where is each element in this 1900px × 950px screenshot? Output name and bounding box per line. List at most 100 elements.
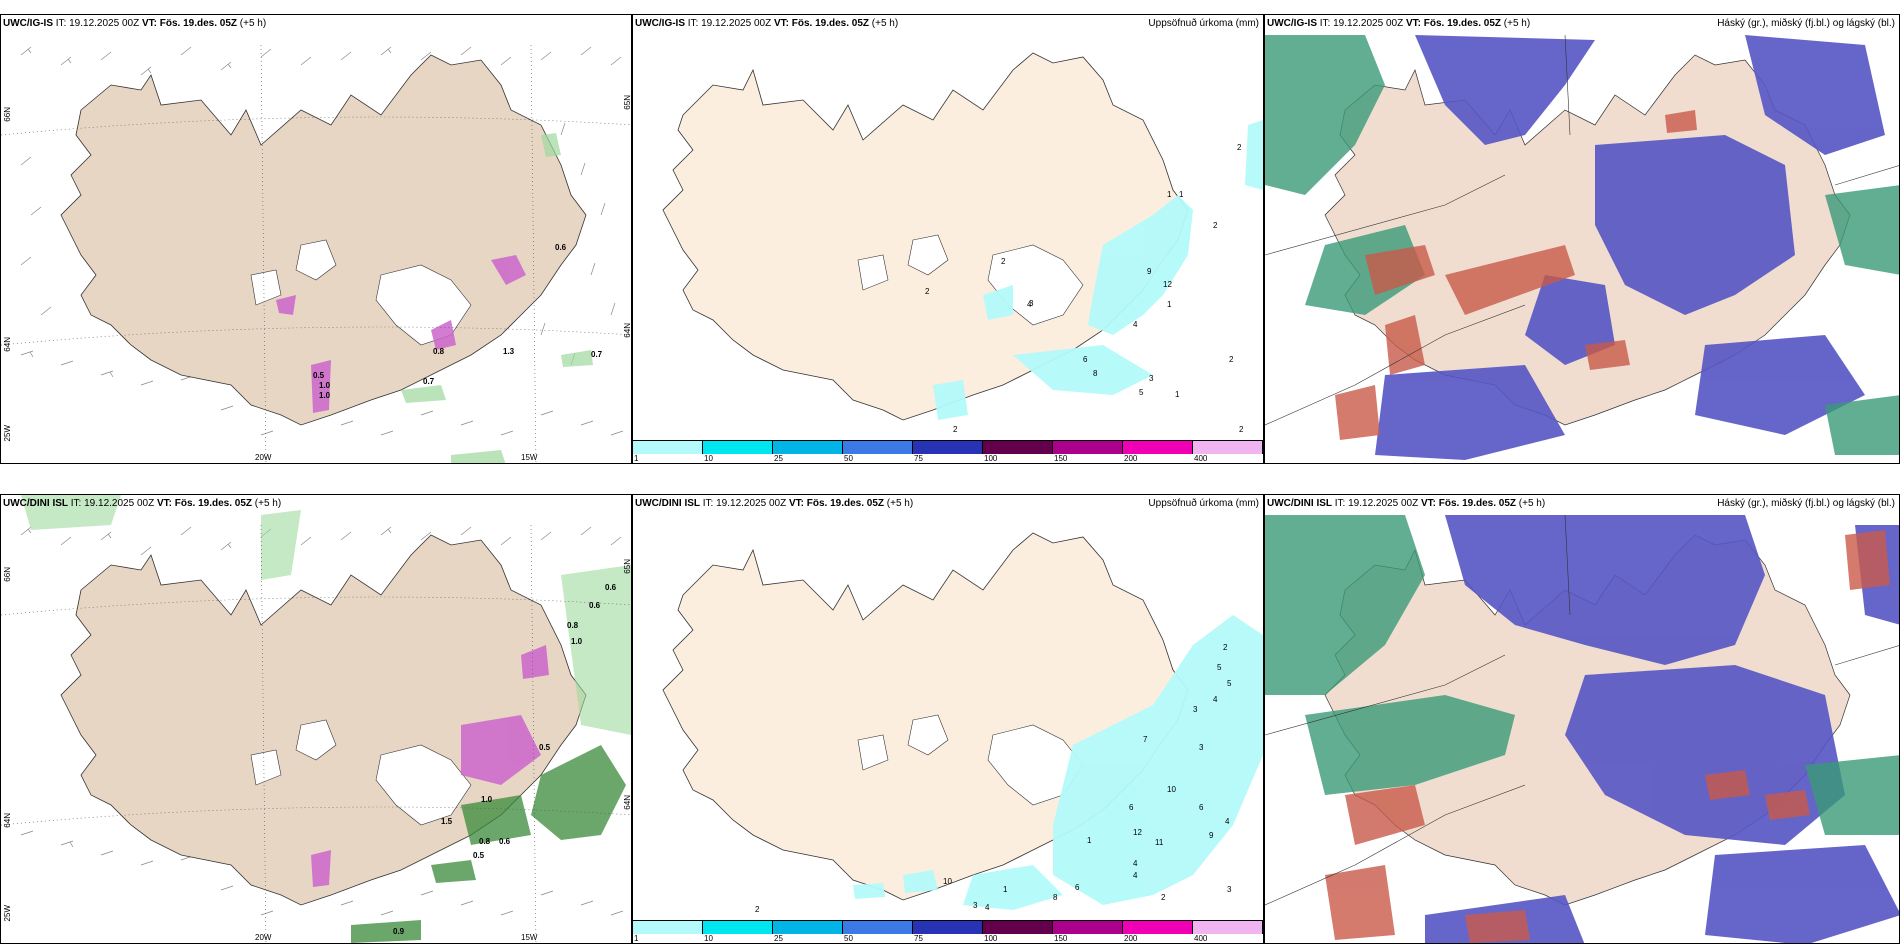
value-label: 0.5 xyxy=(539,743,551,752)
legend-swatch xyxy=(703,441,773,454)
high-clouds xyxy=(1265,35,1899,455)
legend-swatch xyxy=(773,921,843,934)
value-label: 1.0 xyxy=(571,637,583,646)
panel-top-right-cloud-map: UWC/IG-IS IT: 19.12.2025 00Z VT: Fös. 19… xyxy=(1264,14,1900,464)
legend-tick-label: 150 xyxy=(1054,454,1068,463)
lat-label: 66N xyxy=(3,567,12,582)
panel-header: UWC/IG-IS IT: 19.12.2025 00Z VT: Fös. 19… xyxy=(1265,15,1899,33)
legend-tick-label: 75 xyxy=(914,934,923,943)
legend-swatch xyxy=(983,441,1053,454)
precip-value: 6 xyxy=(1129,803,1134,812)
precip-color-legend: 1 10 25 50 75 100 150 200 400 xyxy=(633,920,1263,943)
legend-swatch xyxy=(913,441,983,454)
value-label: 1.0 xyxy=(481,795,493,804)
precip-light xyxy=(933,120,1263,420)
value-label: 0.8 xyxy=(479,837,491,846)
legend-tick-label: 25 xyxy=(774,934,783,943)
vt-label: VT: xyxy=(788,498,804,509)
iceland-land xyxy=(60,54,587,426)
precip-value: 8 xyxy=(1093,369,1098,378)
legend-swatch xyxy=(1123,921,1193,934)
it-value: 19.12.2025 00Z xyxy=(1348,498,1419,509)
legend-swatch xyxy=(913,921,983,934)
precip-value: 3 xyxy=(973,901,978,910)
legend-tick-label: 400 xyxy=(1194,454,1208,463)
lon-label: 15W xyxy=(521,933,538,942)
grid-lines xyxy=(1,44,631,463)
legend-swatch xyxy=(703,921,773,934)
wind-precip-map xyxy=(1,495,631,943)
it-value: 19.12.2025 00Z xyxy=(84,498,155,509)
legend-swatch xyxy=(1123,441,1193,454)
precip-value: 12 xyxy=(1133,828,1142,837)
panel-header: UWC/IG-IS IT: 19.12.2025 00Z VT: Fös. 19… xyxy=(633,15,1263,33)
panel-header: UWC/DINI ISL IT: 19.12.2025 00Z VT: Fös.… xyxy=(1265,495,1899,513)
precip-value: 5 xyxy=(1139,388,1144,397)
panel-header: UWC/DINI ISL IT: 19.12.2025 00Z VT: Fös.… xyxy=(633,495,1263,513)
precip-value: 10 xyxy=(943,877,952,886)
vt-label: VT: xyxy=(1420,498,1436,509)
vt-label: VT: xyxy=(141,18,157,29)
green-precip-light xyxy=(21,495,631,735)
panel-bottom-right-cloud-map: UWC/DINI ISL IT: 19.12.2025 00Z VT: Fös.… xyxy=(1264,494,1900,944)
wind-precip-map xyxy=(1,15,631,463)
mid-clouds xyxy=(1335,110,1697,440)
precip-value: 4 xyxy=(1027,300,1032,309)
green-precip xyxy=(401,133,593,463)
precip-color-legend: 1 10 25 50 75 100 150 200 400 xyxy=(633,440,1263,463)
vt-value: Fös. 19.des. 05Z xyxy=(1438,498,1517,509)
legend-swatch xyxy=(773,441,843,454)
lon-label: 25W xyxy=(3,425,12,442)
precip-value: 9 xyxy=(1209,831,1214,840)
legend-tick-label: 25 xyxy=(774,454,783,463)
precip-value: 9 xyxy=(1147,267,1152,276)
it-label: IT: xyxy=(687,18,699,29)
model-name: UWC/IG-IS xyxy=(635,18,685,29)
high-clouds xyxy=(1265,515,1899,835)
precip-value: 4 xyxy=(1133,859,1138,868)
legend-tick-label: 200 xyxy=(1124,934,1138,943)
legend-swatch xyxy=(843,921,913,934)
legend-tick-label: 1 xyxy=(634,454,639,463)
legend-tick-label: 100 xyxy=(984,934,998,943)
value-label: 1.0 xyxy=(319,381,331,390)
precip-value: 1 xyxy=(1175,390,1180,399)
value-label: 0.5 xyxy=(473,851,485,860)
value-label: 0.7 xyxy=(591,350,603,359)
precip-value: 6 xyxy=(1199,803,1204,812)
lat-label: 65N xyxy=(623,559,632,574)
lon-label: 25W xyxy=(3,905,12,922)
glacier-white xyxy=(857,714,1084,806)
lat-label: 64N xyxy=(623,323,632,338)
legend-swatch xyxy=(633,441,703,454)
wind-barbs xyxy=(20,526,624,916)
precip-value: 5 xyxy=(1227,679,1232,688)
legend-tick-label: 10 xyxy=(704,934,713,943)
value-label: 0.6 xyxy=(499,837,511,846)
precip-value: 4 xyxy=(1225,817,1230,826)
precip-value: 1 xyxy=(1167,190,1172,199)
model-name: UWC/IG-IS xyxy=(3,18,53,29)
it-label: IT: xyxy=(70,498,82,509)
precip-value: 4 xyxy=(1213,695,1218,704)
precip-value: 2 xyxy=(1213,221,1218,230)
precip-value: 7 xyxy=(1143,735,1148,744)
panel-top-left-wind-map: UWC/IG-IS IT: 19.12.2025 00Z VT: Fös. 19… xyxy=(0,14,632,464)
lon-label: 20W xyxy=(255,933,272,942)
panel-bottom-left-wind-map: UWC/DINI ISL IT: 19.12.2025 00Z VT: Fös.… xyxy=(0,494,632,944)
precip-value: 4 xyxy=(1133,871,1138,880)
it-label: IT: xyxy=(1319,18,1331,29)
value-label: 0.8 xyxy=(433,347,445,356)
legend-swatch xyxy=(1193,921,1263,934)
cloud-cover-map xyxy=(1265,15,1899,463)
it-label: IT: xyxy=(702,498,714,509)
wind-barbs xyxy=(20,46,624,436)
panel-header: UWC/IG-IS IT: 19.12.2025 00Z VT: Fös. 19… xyxy=(1,15,631,33)
precip-value: 2 xyxy=(925,287,930,296)
lead-time: (+5 h) xyxy=(1518,498,1546,509)
legend-tick-label: 100 xyxy=(984,454,998,463)
legend-swatch xyxy=(1053,921,1123,934)
value-label: 1.5 xyxy=(441,817,453,826)
precip-value: 4 xyxy=(985,903,990,912)
precip-value: 3 xyxy=(1227,885,1232,894)
